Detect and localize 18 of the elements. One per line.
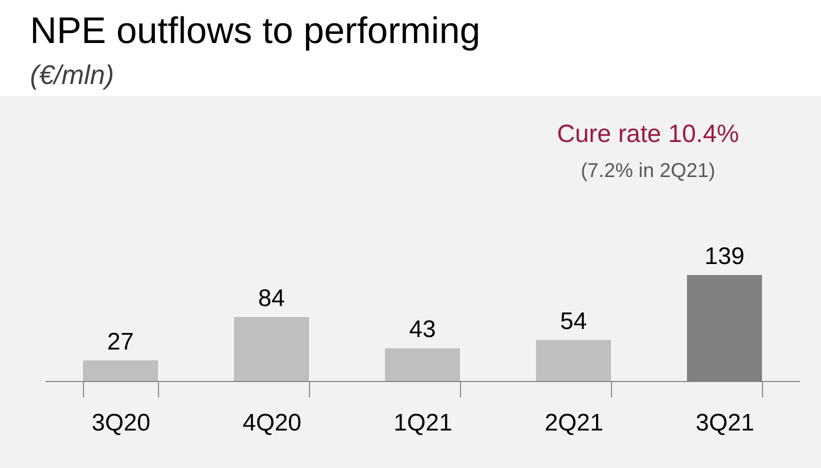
data-label: 43 <box>409 316 436 344</box>
bar <box>83 360 158 381</box>
text: Cure rate 10.4% <box>556 120 740 149</box>
x-tick-label: 3Q20 <box>92 410 150 436</box>
bar <box>234 316 309 381</box>
chart-subtitle: (€/mln) <box>30 60 114 91</box>
data-label: 54 <box>560 308 587 335</box>
data-label: 139 <box>704 243 745 270</box>
text: (7.2% in 2Q21) <box>580 160 716 183</box>
x-tick-label: 2Q21 <box>544 410 604 436</box>
data-label: 84 <box>258 284 285 312</box>
x-tick-label: 1Q21 <box>394 410 452 436</box>
bar <box>536 340 611 381</box>
data-label: 27 <box>107 328 134 356</box>
chart-title: NPE outflows to performing <box>30 10 480 52</box>
bar <box>385 348 460 381</box>
x-tick-label: 4Q20 <box>242 410 302 436</box>
x-tick-label: 3Q21 <box>696 410 754 436</box>
